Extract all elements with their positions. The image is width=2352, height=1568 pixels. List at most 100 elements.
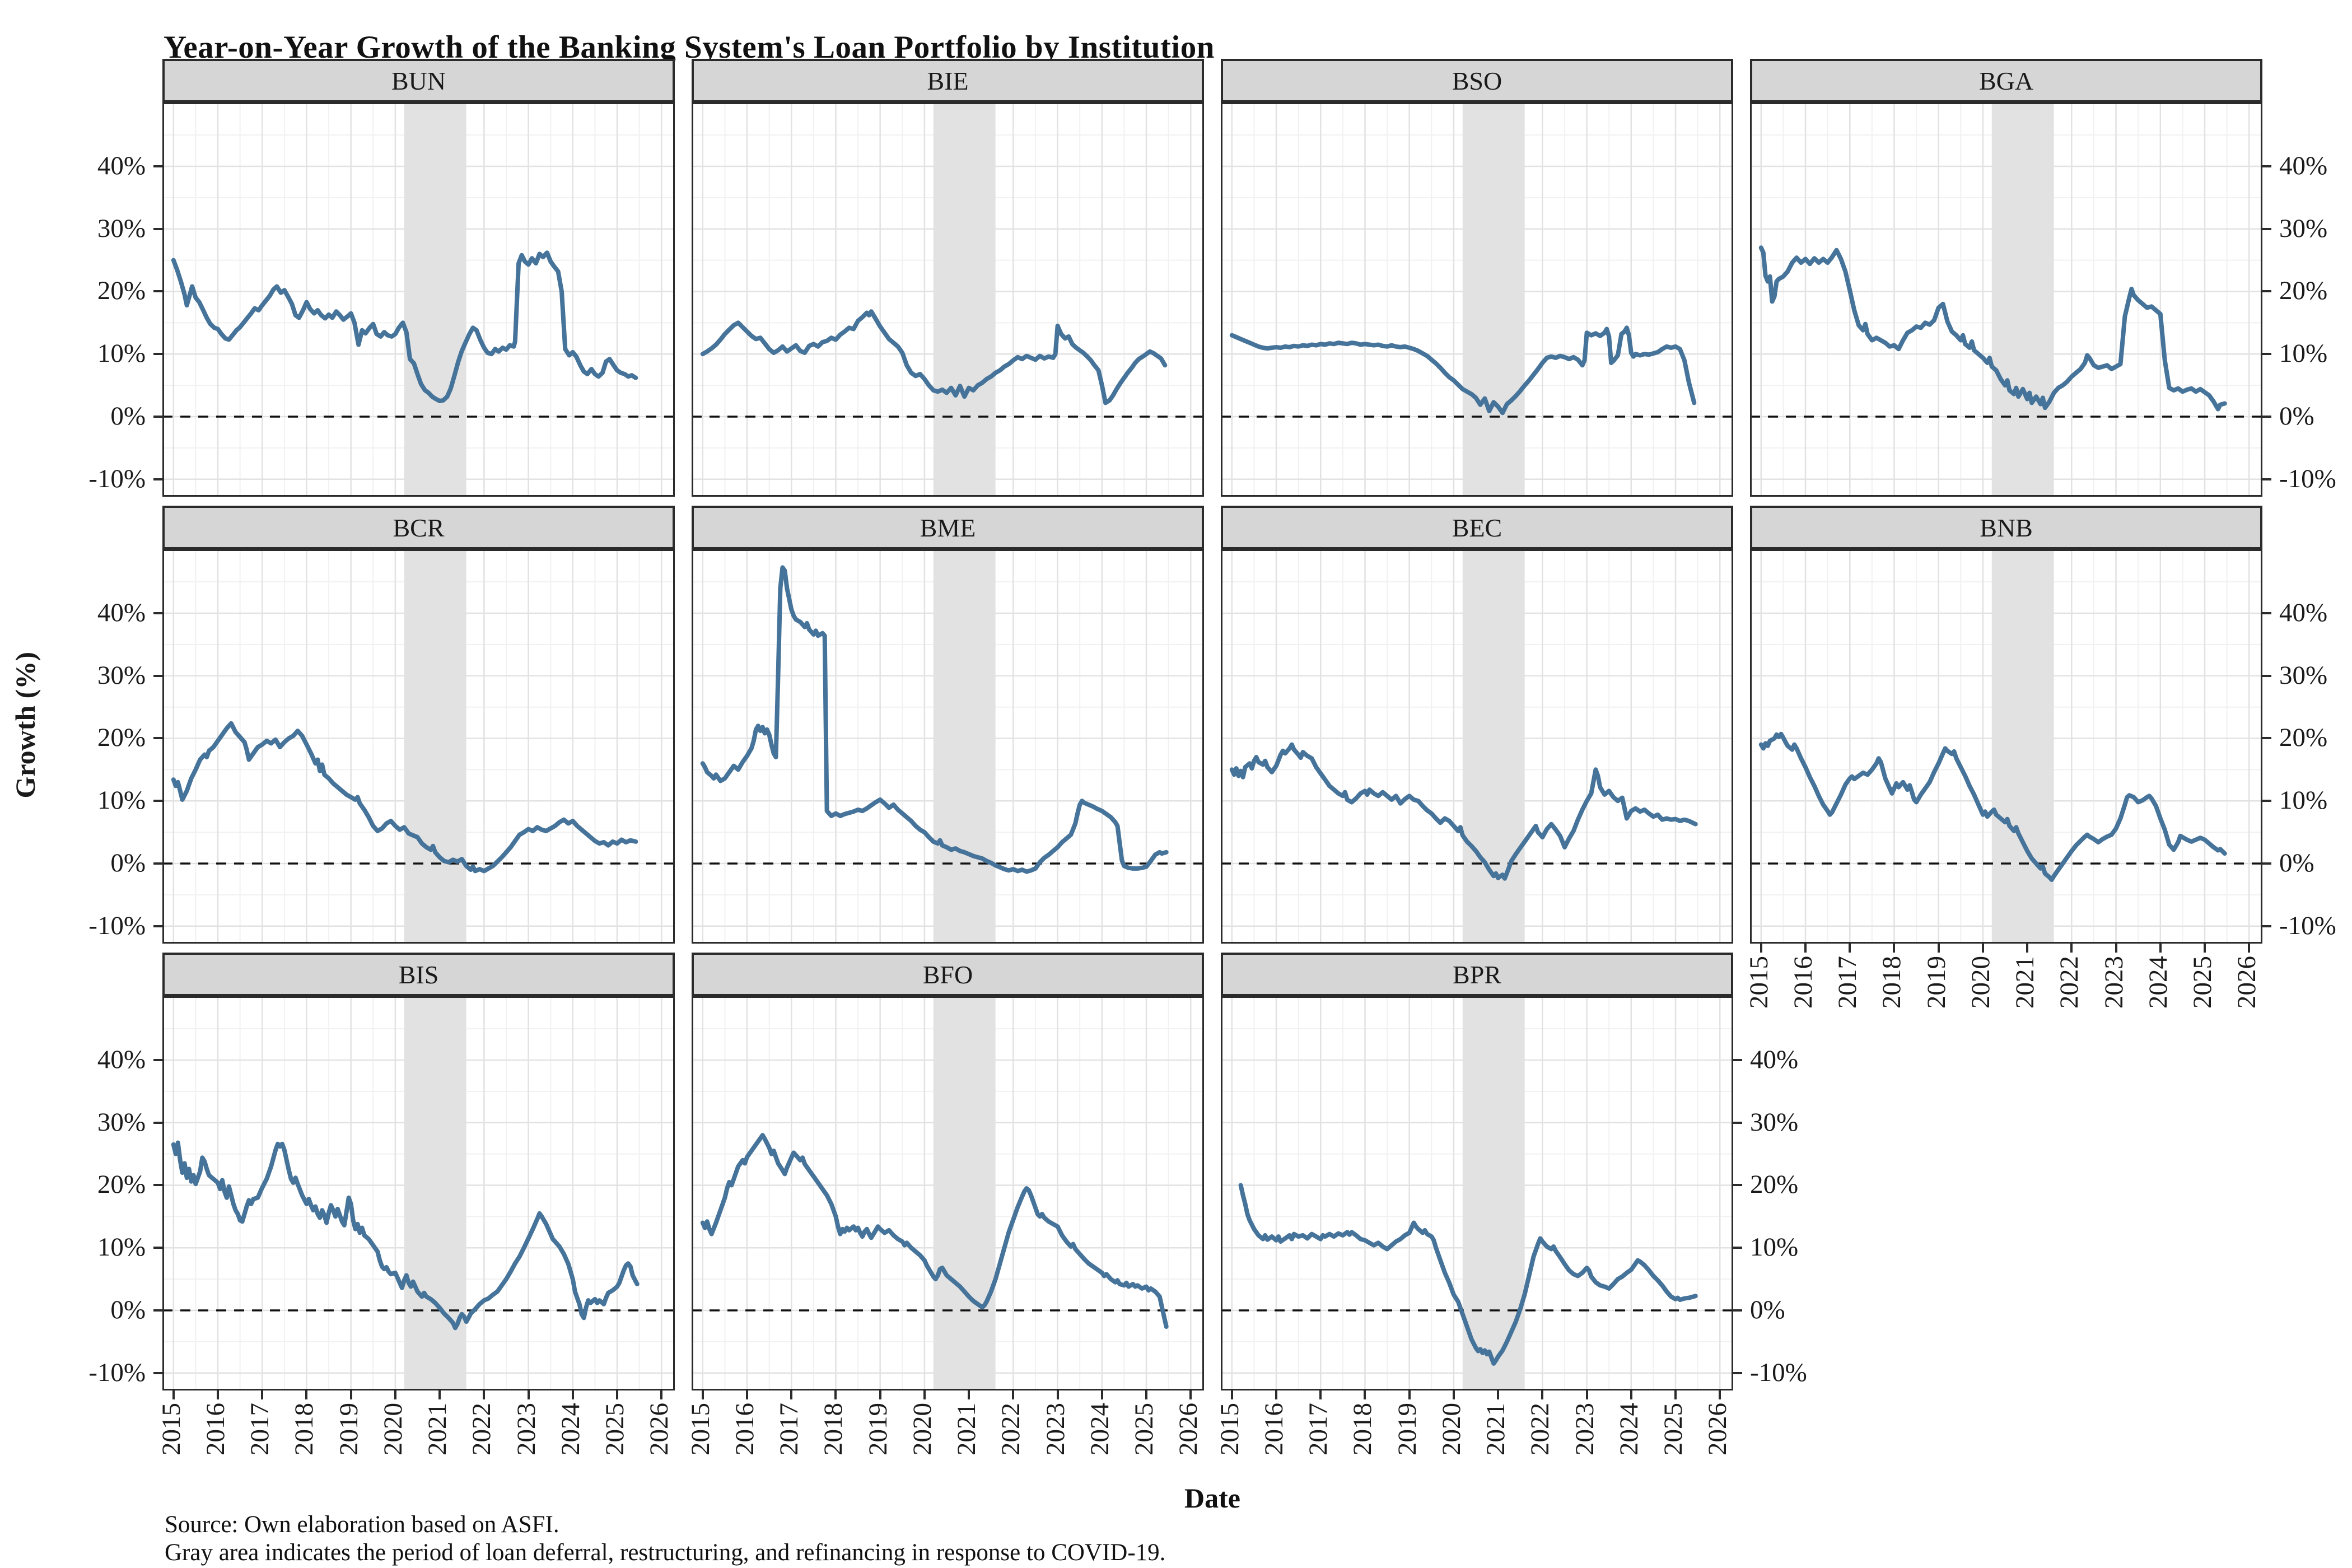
facet-panel-BUN: BUN (162, 59, 675, 497)
x-tick-mark (1230, 1390, 1233, 1399)
y-tick-mark (2262, 290, 2271, 293)
y-tick-mark (153, 1184, 162, 1187)
y-tick-label: 40% (2279, 598, 2328, 627)
x-tick-label: 2025 (600, 1403, 629, 1458)
covid-shade-region (1462, 549, 1525, 944)
facet-panel-BNB: BNB (1750, 506, 2262, 944)
x-tick-label-text: 2026 (1174, 1403, 1203, 1455)
x-tick-label: 2017 (1833, 956, 1862, 1011)
x-tick-mark (2159, 944, 2162, 953)
facet-strip-label: BME (920, 513, 976, 542)
x-tick-label-text: 2023 (1570, 1403, 1599, 1455)
x-tick-mark (790, 1390, 793, 1399)
x-tick-label: 2015 (1744, 956, 1774, 1011)
facet-plot-BNB (1750, 549, 2262, 944)
y-tick-label: -10% (2279, 911, 2336, 940)
caption-note: Gray area indicates the period of loan d… (165, 1539, 1166, 1566)
x-tick-label: 2022 (467, 1403, 496, 1458)
x-tick-label-text: 2020 (1966, 956, 1995, 1009)
x-tick-mark (1145, 1390, 1147, 1399)
series-line-BIS (171, 1140, 640, 1331)
y-tick-mark (153, 227, 162, 230)
facet-strip: BCR (162, 506, 675, 549)
x-tick-label-text: 2019 (1392, 1403, 1422, 1455)
facet-panel-BSO: BSO (1221, 59, 1733, 497)
x-tick-mark (1893, 944, 1896, 953)
facet-panel-BPR: BPR (1221, 953, 1733, 1390)
y-tick-label: 30% (2279, 660, 2328, 690)
y-tick-mark (1733, 1309, 1742, 1312)
x-tick-mark (1364, 1390, 1366, 1399)
series-line-BUN (171, 250, 638, 403)
x-tick-mark (1319, 1390, 1322, 1399)
covid-shade-region (933, 102, 996, 497)
y-tick-mark (2262, 353, 2271, 356)
y-tick-mark (153, 415, 162, 418)
covid-shade-region (404, 102, 466, 497)
x-tick-label-text: 2016 (730, 1403, 760, 1455)
x-tick-label-text: 2023 (511, 1403, 541, 1455)
x-tick-mark (172, 1390, 175, 1399)
y-tick-mark (1733, 1371, 1742, 1374)
y-tick-mark (2262, 674, 2271, 677)
x-tick-label: 2026 (2232, 956, 2262, 1011)
x-tick-mark (305, 1390, 308, 1399)
x-tick-label-text: 2024 (1614, 1403, 1644, 1455)
facet-plot-BUN (162, 102, 675, 497)
x-tick-label: 2026 (645, 1403, 674, 1458)
x-tick-mark (1760, 944, 1762, 953)
x-tick-label: 2023 (1041, 1403, 1070, 1458)
facet-strip: BIS (162, 953, 675, 996)
y-tick-mark (153, 1058, 162, 1061)
x-tick-mark (1585, 1390, 1588, 1399)
x-tick-label-text: 2025 (600, 1403, 629, 1455)
y-tick-label: 10% (2279, 339, 2328, 368)
x-tick-label: 2025 (1130, 1403, 1159, 1458)
y-tick-label: 30% (97, 1107, 146, 1137)
x-tick-label: 2016 (201, 1403, 230, 1458)
covid-shade-region (1462, 996, 1525, 1390)
x-tick-mark (1100, 1390, 1103, 1399)
facet-strip-label: BIE (927, 66, 969, 95)
x-tick-label: 2015 (1215, 1403, 1244, 1458)
facet-plot-BPR (1221, 996, 1733, 1390)
x-tick-mark (701, 1390, 704, 1399)
x-tick-label: 2019 (334, 1403, 363, 1458)
y-tick-label: 40% (1750, 1044, 1799, 1074)
y-tick-label: -10% (88, 464, 146, 493)
x-tick-mark (660, 1390, 663, 1399)
x-tick-mark (1630, 1390, 1632, 1399)
y-tick-mark (2262, 612, 2271, 614)
facet-panel-BIE: BIE (692, 59, 1204, 497)
y-tick-label: 0% (1750, 1295, 1785, 1324)
facet-plot-BFO (692, 996, 1204, 1390)
facet-panel-BEC: BEC (1221, 506, 1733, 944)
x-tick-label: 2025 (2188, 956, 2217, 1011)
x-tick-label-text: 2018 (819, 1403, 848, 1455)
y-tick-mark (2262, 800, 2271, 802)
x-tick-label: 2017 (1304, 1403, 1333, 1458)
series-line-BIE (700, 309, 1168, 405)
y-tick-label: 30% (97, 660, 146, 690)
x-tick-label-text: 2022 (2055, 956, 2084, 1009)
x-tick-label-text: 2015 (685, 1403, 715, 1455)
x-tick-label-text: 2026 (2232, 956, 2262, 1009)
x-tick-label: 2024 (556, 1403, 585, 1458)
y-tick-mark (153, 1309, 162, 1312)
facet-plot-BEC (1221, 549, 1733, 944)
x-tick-mark (1275, 1390, 1278, 1399)
x-tick-label: 2019 (1922, 956, 1951, 1011)
x-tick-label: 2018 (290, 1403, 319, 1458)
y-tick-mark (153, 353, 162, 356)
y-tick-label: 40% (97, 1044, 146, 1074)
y-tick-label: 40% (97, 598, 146, 627)
x-tick-mark (571, 1390, 574, 1399)
x-tick-mark (923, 1390, 926, 1399)
x-tick-mark (1719, 1390, 1721, 1399)
x-tick-label-text: 2025 (1130, 1403, 1159, 1455)
y-tick-mark (153, 1247, 162, 1249)
x-tick-label: 2021 (2010, 956, 2040, 1011)
x-tick-mark (746, 1390, 749, 1399)
y-tick-label: 20% (2279, 276, 2328, 306)
facet-panel-BIS: BIS (162, 953, 675, 1390)
